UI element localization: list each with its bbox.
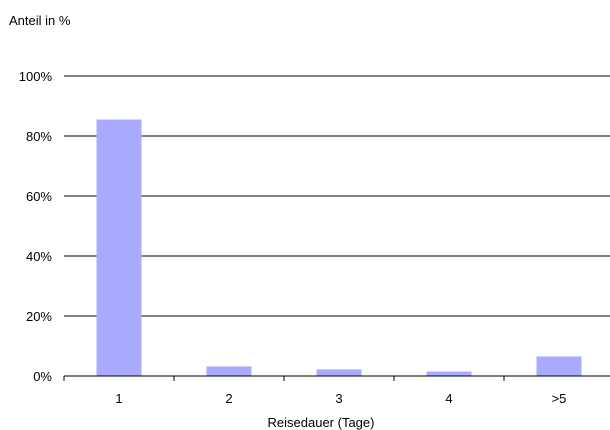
y-tick-label: 0% [33, 369, 52, 384]
x-tick-label: 2 [225, 391, 232, 406]
x-tick-label: 4 [445, 391, 452, 406]
bar [316, 369, 362, 376]
x-tick-label: 3 [335, 391, 342, 406]
x-axis [63, 375, 610, 381]
y-tick-label: 80% [26, 129, 52, 144]
bars [96, 119, 582, 376]
bar [206, 366, 252, 376]
y-tick-label: 20% [26, 309, 52, 324]
bar [426, 371, 472, 376]
gridlines [64, 75, 610, 317]
y-tick-label: 40% [26, 249, 52, 264]
x-tick-label: 1 [115, 391, 122, 406]
y-axis-label: Anteil in % [9, 13, 71, 28]
y-tick-label: 60% [26, 189, 52, 204]
bar [536, 356, 582, 376]
bar [96, 119, 142, 376]
y-tick-labels: 0% 20% 40% 60% 80% 100% [19, 69, 53, 384]
x-tick-label: >5 [552, 391, 567, 406]
x-axis-label: Reisedauer (Tage) [268, 415, 375, 430]
y-tick-label: 100% [19, 69, 53, 84]
x-tick-labels: 1 2 3 4 >5 [115, 391, 566, 406]
